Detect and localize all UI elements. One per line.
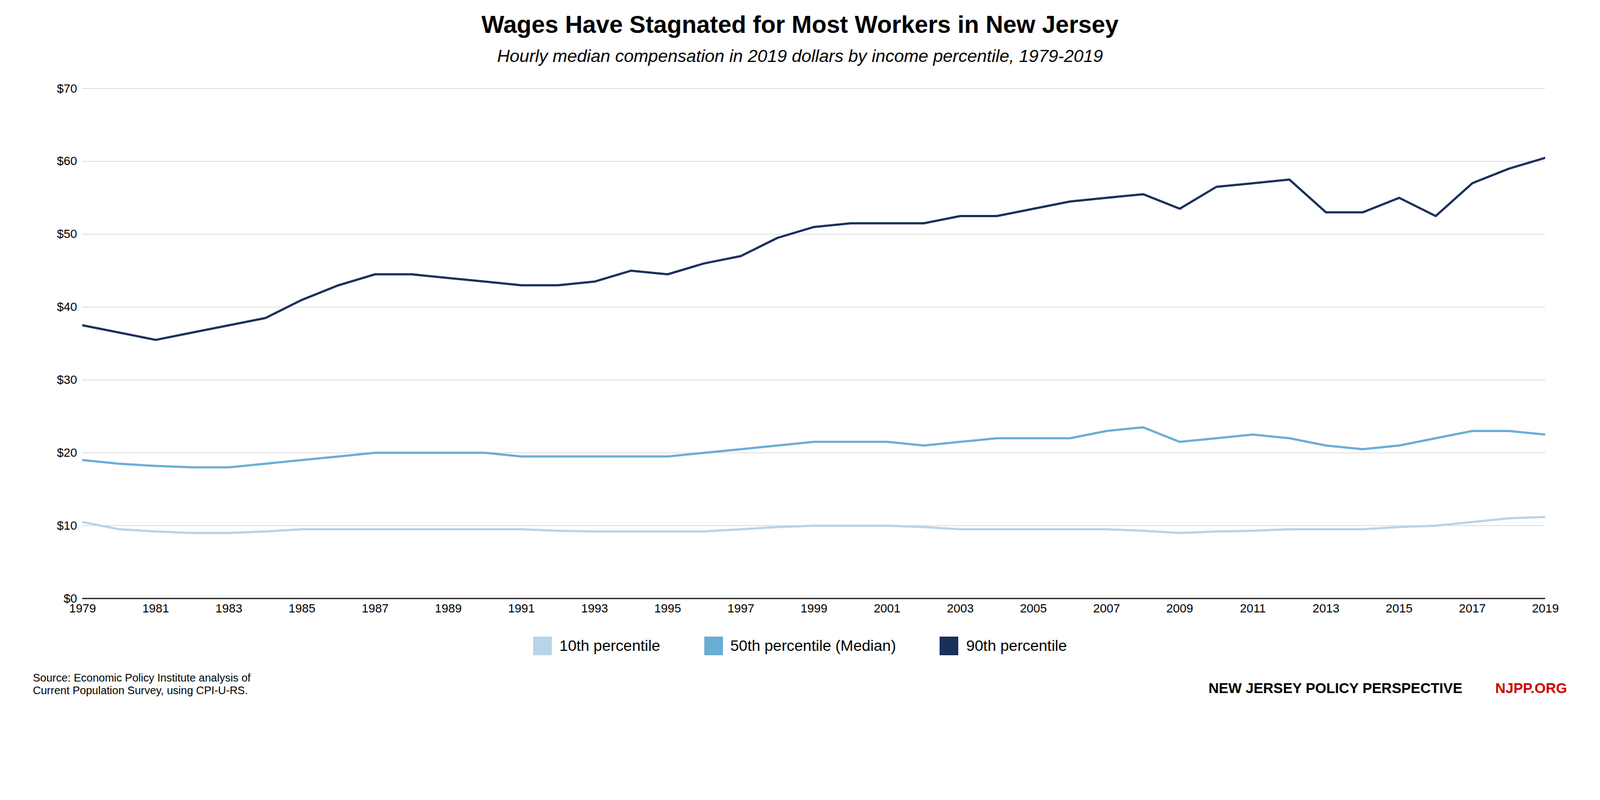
svg-text:1995: 1995 xyxy=(654,601,682,616)
html-text:Hourly median compensation in: Hourly median compensation in 2019 dolla… xyxy=(497,46,1103,66)
svg-text:$0: $0 xyxy=(63,591,78,606)
svg-text:$60: $60 xyxy=(57,154,78,168)
svg-text:2003: 2003 xyxy=(946,601,974,616)
svg-text:1981: 1981 xyxy=(142,601,169,616)
svg-text:2019: 2019 xyxy=(1531,601,1559,616)
svg-text:2009: 2009 xyxy=(1166,601,1194,616)
svg-text:2001: 2001 xyxy=(873,601,901,616)
svg-text:2005: 2005 xyxy=(1020,601,1048,616)
svg-text:2011: 2011 xyxy=(1239,601,1266,616)
svg-text:1985: 1985 xyxy=(288,601,316,616)
svg-text:1997: 1997 xyxy=(727,601,755,616)
html-text:50th percentile (Median): 50th percentile (Median) xyxy=(730,637,896,655)
svg-text:1989: 1989 xyxy=(434,601,462,616)
svg-text:$30: $30 xyxy=(57,372,78,387)
svg-text:$70: $70 xyxy=(57,81,78,96)
svg-text:1987: 1987 xyxy=(361,601,389,616)
svg-text:1983: 1983 xyxy=(215,601,243,616)
svg-text:$20: $20 xyxy=(57,445,78,460)
svg-text:1979: 1979 xyxy=(69,601,96,616)
html-text:Wages Have Stagnated for Most: Wages Have Stagnated for Most Workers in… xyxy=(481,10,1119,38)
svg-text:2013: 2013 xyxy=(1312,601,1340,616)
svg-text:2015: 2015 xyxy=(1385,601,1413,616)
html-text:NEW JERSEY POLICY PERSPECTIVE: NEW JERSEY POLICY PERSPECTIVE xyxy=(1208,680,1463,697)
svg-text:$10: $10 xyxy=(57,518,78,533)
svg-text:2007: 2007 xyxy=(1093,601,1121,616)
svg-text:1991: 1991 xyxy=(507,601,535,616)
svg-text:2017: 2017 xyxy=(1459,601,1486,616)
html-text:90th percentile: 90th percentile xyxy=(966,637,1067,655)
html-text:10th percentile: 10th percentile xyxy=(559,637,661,655)
html-text:Source: Economic Policy Instit: Source: Economic Policy Institute analys… xyxy=(32,671,251,697)
html-text:NJPP.ORG: NJPP.ORG xyxy=(1495,680,1568,697)
svg-text:$40: $40 xyxy=(57,300,78,314)
svg-text:$50: $50 xyxy=(57,227,78,241)
svg-text:1999: 1999 xyxy=(800,601,828,616)
svg-text:1993: 1993 xyxy=(580,601,608,616)
